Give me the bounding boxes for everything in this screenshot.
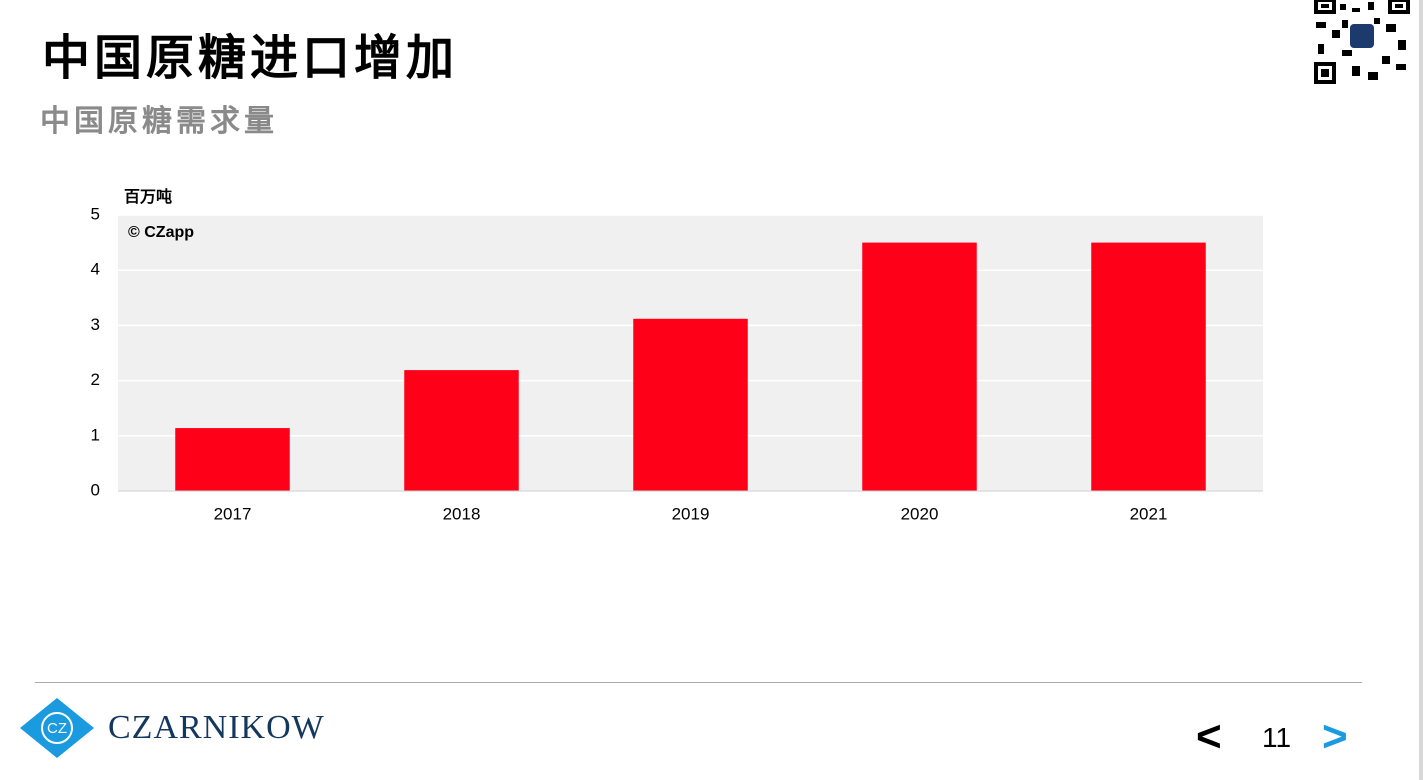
logo-text: CZARNIKOW bbox=[108, 709, 325, 746]
y-tick-label: 5 bbox=[91, 204, 100, 223]
unit-label: 百万吨 bbox=[124, 187, 172, 206]
scrollbar bbox=[1419, 0, 1423, 780]
logo-mark: CZ bbox=[20, 698, 94, 758]
next-button[interactable]: > bbox=[1322, 712, 1348, 761]
logo-mark-text: CZ bbox=[47, 720, 67, 737]
y-tick-label: 3 bbox=[91, 315, 100, 334]
slide-subtitle: 中国原糖需求量 bbox=[40, 104, 278, 139]
qr-code bbox=[1312, 0, 1412, 86]
divider bbox=[35, 682, 1362, 683]
bar bbox=[633, 318, 748, 491]
y-tick-label: 4 bbox=[91, 260, 100, 279]
y-tick-label: 0 bbox=[91, 480, 100, 499]
y-tick-label: 1 bbox=[91, 425, 100, 444]
bar bbox=[1091, 242, 1206, 491]
chart: 0 1 2 3 4 5 百万吨 © CZapp 2017 2018 2019 2020 2021 bbox=[91, 187, 1263, 523]
bar bbox=[862, 242, 977, 491]
x-tick-label: 2017 bbox=[214, 504, 252, 523]
watermark: © CZapp bbox=[128, 224, 194, 241]
x-tick-label: 2018 bbox=[443, 504, 481, 523]
logo: CZ CZARNIKOW bbox=[18, 696, 325, 760]
y-tick-label: 2 bbox=[91, 370, 100, 389]
slide-title: 中国原糖进口增加 bbox=[42, 30, 459, 86]
bar bbox=[404, 370, 519, 491]
previous-button[interactable]: < bbox=[1196, 712, 1222, 761]
bar bbox=[175, 428, 290, 491]
x-tick-label: 2019 bbox=[672, 504, 710, 523]
x-tick-label: 2021 bbox=[1130, 504, 1168, 523]
x-tick-label: 2020 bbox=[901, 504, 939, 523]
page-number: 11 bbox=[1262, 722, 1292, 753]
